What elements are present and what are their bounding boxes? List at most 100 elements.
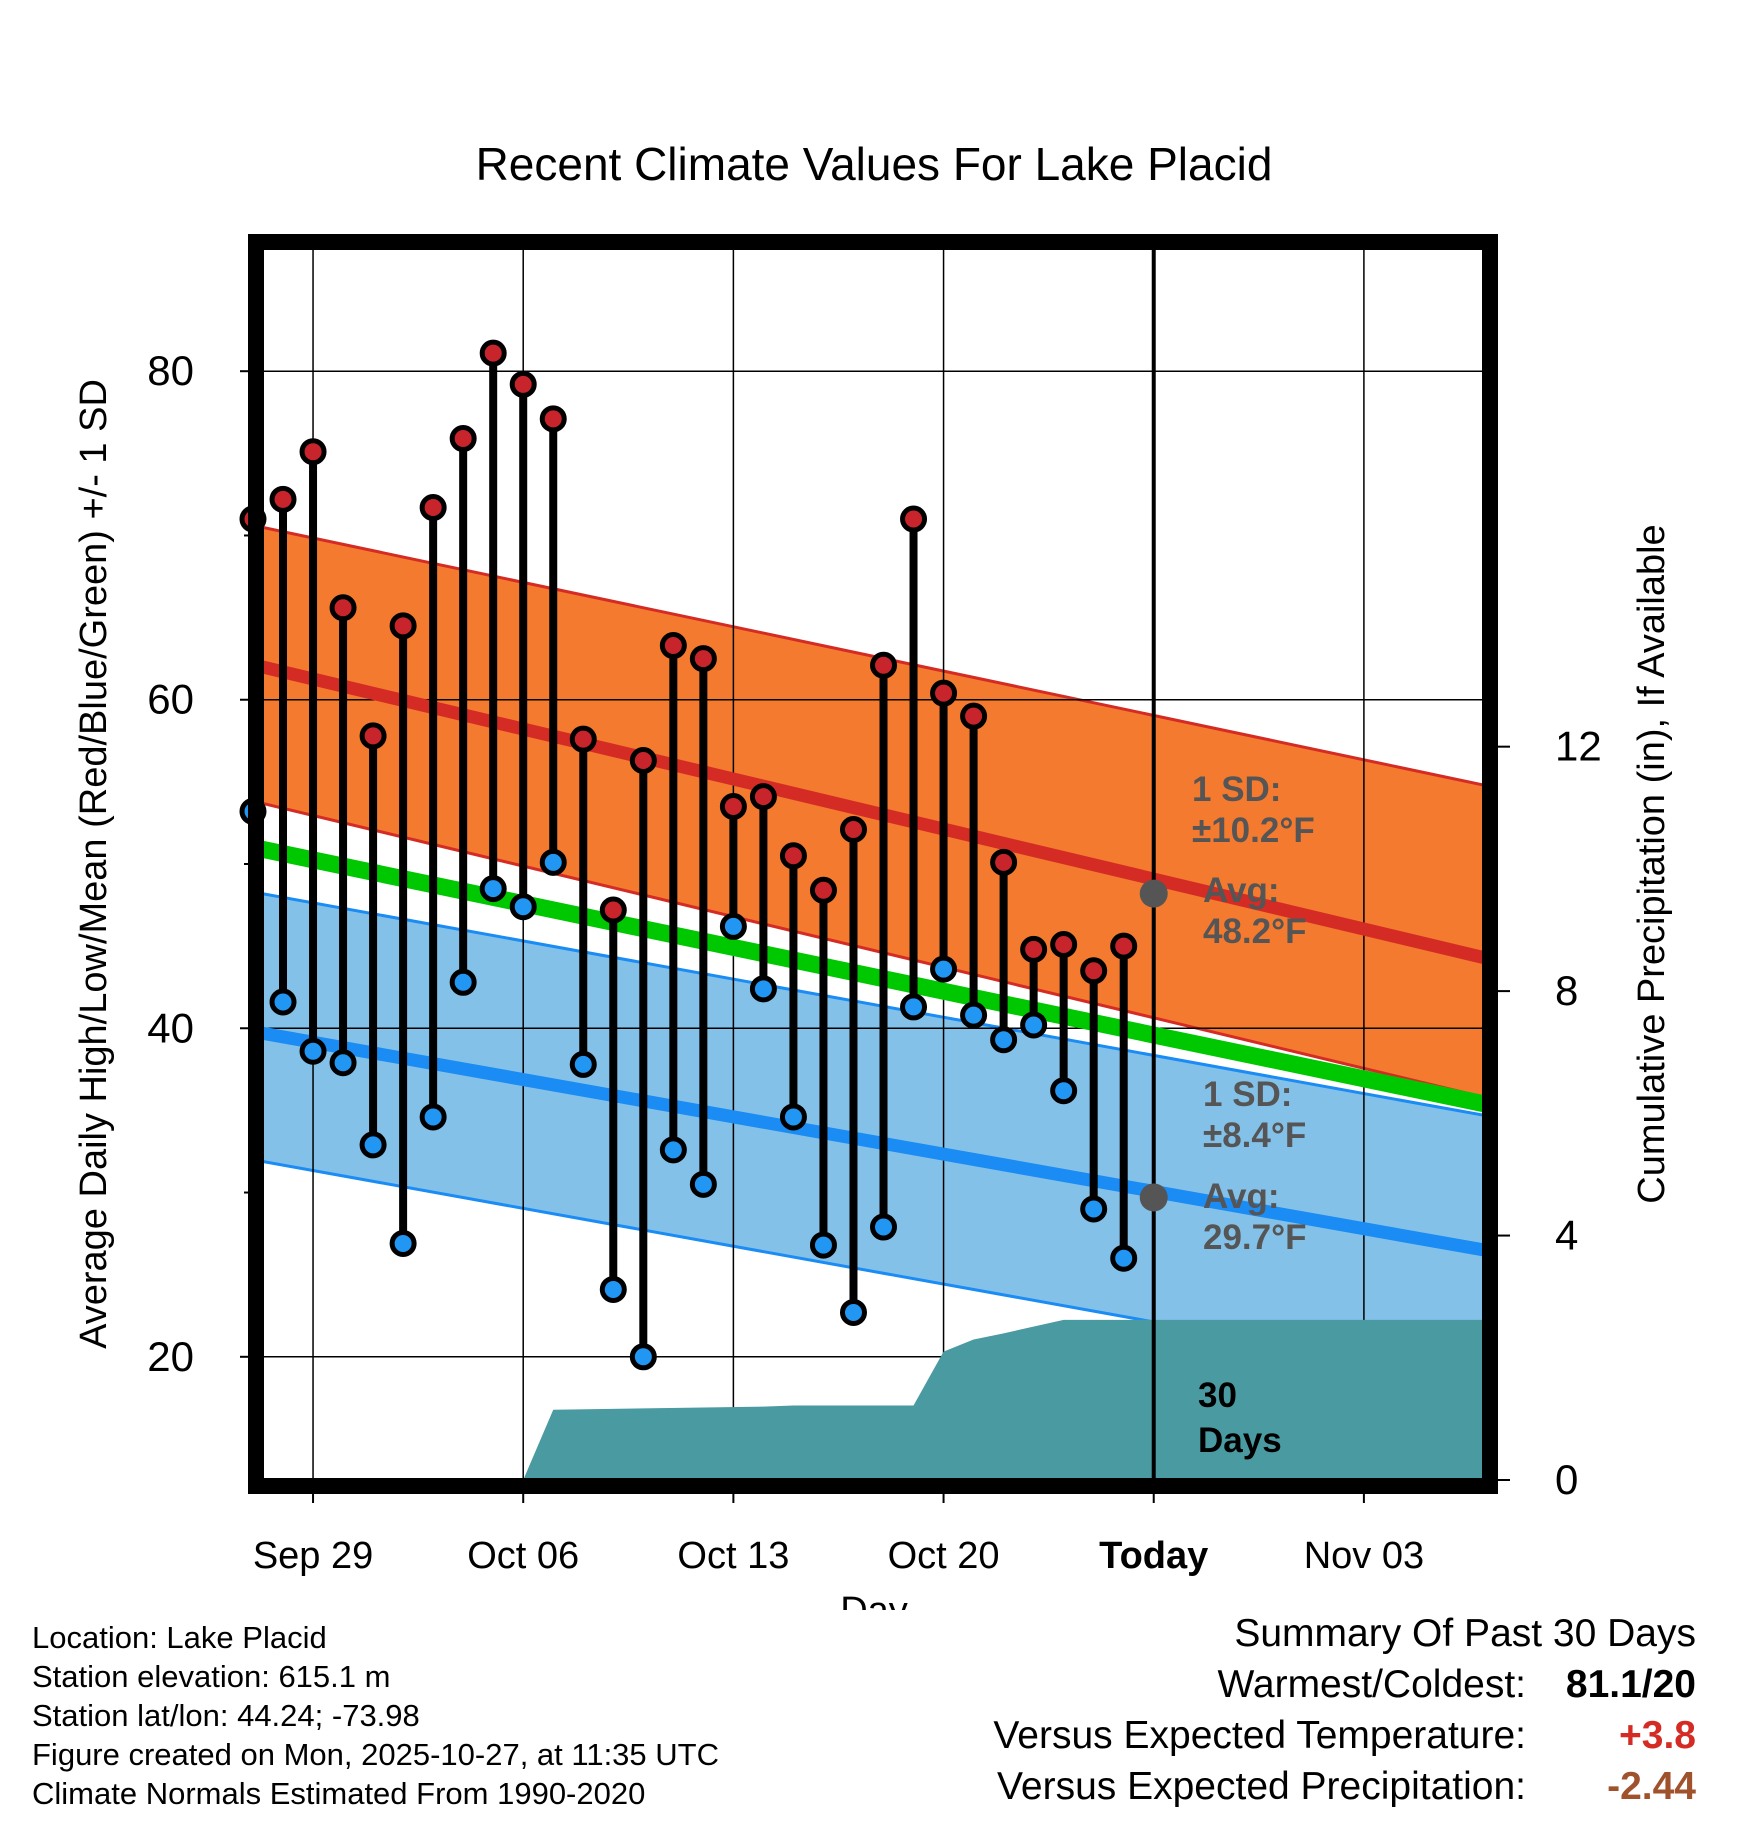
daily-low-point <box>269 988 297 1016</box>
daily-low-point <box>1020 1011 1048 1039</box>
daily-high-point <box>689 645 717 673</box>
daily-low-point <box>659 1136 687 1164</box>
daily-low-point <box>449 968 477 996</box>
daily-low-point <box>1080 1195 1108 1223</box>
y-left-tick-label: 60 <box>147 676 194 723</box>
daily-high-point <box>930 679 958 707</box>
warm-cold-value: 81.1/20 <box>1565 1663 1696 1706</box>
temp-value: +3.8 <box>1619 1714 1696 1757</box>
y-left-tick-label: 40 <box>147 1004 194 1051</box>
y-axis-right-label: Cumulative Precipitation (in), If Availa… <box>1631 524 1673 1203</box>
x-tick-label: Nov 03 <box>1304 1535 1424 1577</box>
daily-high-point <box>870 651 898 679</box>
chart-title: Recent Climate Values For Lake Placid <box>476 138 1273 190</box>
summary-warm-cold-row: Warmest/Coldest: 81.1/20 <box>796 1663 1696 1714</box>
summary-panel: Summary Of Past 30 Days Warmest/Coldest:… <box>796 1612 1696 1816</box>
daily-low-point <box>990 1026 1018 1054</box>
low-sd-value: ±8.4°F <box>1203 1116 1306 1155</box>
daily-high-point <box>569 725 597 753</box>
daily-high-point <box>1110 932 1138 960</box>
y-right-tick-label: 4 <box>1555 1212 1578 1259</box>
daily-high-point <box>659 632 687 660</box>
daily-high-point <box>1080 957 1108 985</box>
daily-low-point <box>689 1170 717 1198</box>
precip-label: Versus Expected Precipitation: <box>997 1765 1526 1808</box>
summary-temp-row: Versus Expected Temperature: +3.8 <box>796 1714 1696 1765</box>
daily-low-point <box>930 955 958 983</box>
temp-label: Versus Expected Temperature: <box>993 1714 1526 1757</box>
plot-frame <box>248 234 1498 1494</box>
high-avg-label: Avg: <box>1203 871 1279 910</box>
daily-low-point <box>599 1275 627 1303</box>
daily-high-point <box>599 896 627 924</box>
low-avg-value: 29.7°F <box>1203 1218 1307 1257</box>
daily-high-point <box>329 594 357 622</box>
x-tick-label: Oct 20 <box>888 1535 1000 1577</box>
daily-low-point <box>389 1229 417 1257</box>
daily-low-point <box>539 848 567 876</box>
y-left-tick-label: 80 <box>147 347 194 394</box>
y-right-tick-label: 0 <box>1555 1456 1578 1503</box>
location-text: Location: Lake Placid <box>32 1620 327 1655</box>
daily-low-point <box>1110 1244 1138 1272</box>
y-right-tick-label: 8 <box>1555 967 1578 1014</box>
x-tick-label: Oct 06 <box>467 1535 579 1577</box>
daily-high-point <box>389 612 417 640</box>
daily-low-point <box>749 975 777 1003</box>
daily-low-point <box>419 1103 447 1131</box>
daily-high-point <box>990 848 1018 876</box>
low-avg-marker <box>1139 1183 1168 1212</box>
created-text: Figure created on Mon, 2025-10-27, at 11… <box>32 1737 719 1772</box>
daily-high-point <box>1050 930 1078 958</box>
warm-cold-label: Warmest/Coldest: <box>1217 1663 1526 1706</box>
daily-high-point <box>419 494 447 522</box>
daily-low-point <box>479 875 507 903</box>
elevation-text: Station elevation: 615.1 m <box>32 1659 391 1694</box>
y-left-tick-label: 20 <box>147 1333 194 1380</box>
daily-low-point <box>359 1131 387 1159</box>
summary-title: Summary Of Past 30 Days <box>1234 1612 1696 1655</box>
daily-high-point <box>299 438 327 466</box>
daily-high-point <box>719 793 747 821</box>
precip-value: -2.44 <box>1607 1765 1696 1808</box>
daily-low-point <box>509 893 537 921</box>
normals-text: Climate Normals Estimated From 1990-2020 <box>32 1776 646 1811</box>
y-right-tick-label: 12 <box>1555 723 1602 770</box>
daily-high-point <box>809 876 837 904</box>
daily-low-point <box>900 993 928 1021</box>
x-tick-label: Oct 13 <box>677 1535 789 1577</box>
high-avg-marker <box>1139 879 1168 908</box>
daily-low-point <box>329 1049 357 1077</box>
daily-high-point <box>449 425 477 453</box>
y-axis-left-label: Average Daily High/Low/Mean (Red/Blue/Gr… <box>73 379 115 1349</box>
daily-high-point <box>779 842 807 870</box>
latlon-text: Station lat/lon: 44.24; -73.98 <box>32 1698 420 1733</box>
x-tick-label: Today <box>1099 1535 1208 1577</box>
daily-high-point <box>749 783 777 811</box>
daily-low-point <box>629 1343 657 1371</box>
daily-low-point <box>1050 1077 1078 1105</box>
daily-low-point <box>719 912 747 940</box>
high-avg-value: 48.2°F <box>1203 912 1307 951</box>
x-tick-label: Sep 29 <box>253 1535 373 1577</box>
daily-high-point <box>539 405 567 433</box>
daily-high-point <box>479 339 507 367</box>
summary-precip-row: Versus Expected Precipitation: -2.44 <box>796 1765 1696 1816</box>
daily-low-point <box>839 1298 867 1326</box>
normal-low-line <box>262 1026 1484 1257</box>
window-label-days: Days <box>1198 1421 1282 1460</box>
high-sd-label: 1 SD: <box>1192 770 1281 809</box>
daily-high-point <box>629 747 657 775</box>
daily-high-point <box>839 816 867 844</box>
summary-title-row: Summary Of Past 30 Days <box>796 1612 1696 1663</box>
precip-area <box>523 1319 1484 1480</box>
daily-low-point <box>809 1231 837 1259</box>
station-info: Location: Lake Placid Station elevation:… <box>32 1618 719 1813</box>
window-label-30: 30 <box>1198 1376 1237 1415</box>
daily-high-point <box>509 370 537 398</box>
daily-high-point <box>269 485 297 513</box>
x-axis-label: Day <box>840 1590 908 1610</box>
high-sd-value: ±10.2°F <box>1192 811 1315 850</box>
daily-high-point <box>900 505 928 533</box>
daily-high-point <box>359 722 387 750</box>
